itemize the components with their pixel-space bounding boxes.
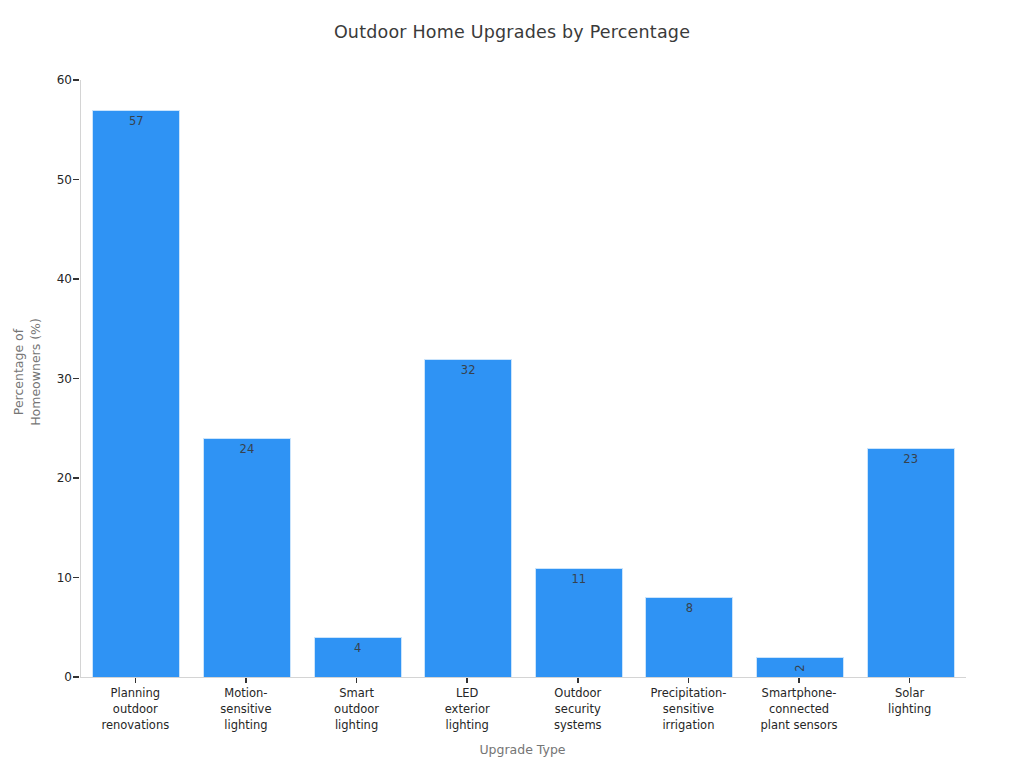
y-tick-mark xyxy=(73,577,79,578)
bars-container: 57 24 4 32 11 8 2 23 xyxy=(81,80,966,677)
bar: 57 xyxy=(92,110,180,677)
y-tick-label: 50 xyxy=(12,172,72,188)
y-tick-label: 40 xyxy=(12,271,72,287)
bar: 24 xyxy=(203,438,291,677)
y-tick-mark xyxy=(73,79,79,80)
bar-slot: 23 xyxy=(855,80,966,677)
x-axis-title: Upgrade Type xyxy=(80,742,965,757)
bar-chart-figure: Outdoor Home Upgrades by Percentage Perc… xyxy=(0,0,1024,768)
x-tick-mark xyxy=(798,678,800,683)
bar-value-label: 2 xyxy=(793,664,807,671)
bar: 4 xyxy=(314,637,402,677)
bar-slot: 2 xyxy=(745,80,856,677)
bar-slot: 8 xyxy=(634,80,745,677)
bar: 8 xyxy=(645,597,733,677)
x-tick-mark xyxy=(909,678,911,683)
y-tick-mark xyxy=(73,378,79,379)
plot-area: 57 24 4 32 11 8 2 23 xyxy=(80,80,966,678)
bar-value-label: 57 xyxy=(93,114,179,128)
bar-value-label: 4 xyxy=(315,641,401,655)
y-tick-label: 20 xyxy=(12,470,72,486)
x-tick-label: LED exterior lighting xyxy=(412,685,523,734)
x-tick-mark xyxy=(688,678,690,683)
chart-title: Outdoor Home Upgrades by Percentage xyxy=(0,22,1024,42)
y-tick-label: 0 xyxy=(12,669,72,685)
bar-slot: 24 xyxy=(192,80,303,677)
x-tick-mark xyxy=(245,678,247,683)
x-tick-mark xyxy=(135,678,137,683)
y-tick-mark xyxy=(73,278,79,279)
bar-slot: 11 xyxy=(524,80,635,677)
bar: 32 xyxy=(424,359,512,677)
x-tick-mark xyxy=(466,678,468,683)
x-tick-label: Motion- sensitive lighting xyxy=(191,685,302,734)
bar-value-label: 24 xyxy=(204,442,290,456)
x-tick-label: Smartphone- connected plant sensors xyxy=(744,685,855,734)
x-tick-mark xyxy=(356,678,358,683)
y-tick-label: 10 xyxy=(12,570,72,586)
bar: 2 xyxy=(756,657,844,677)
x-tick-mark xyxy=(577,678,579,683)
y-tick-mark xyxy=(73,676,79,677)
bar-value-label: 11 xyxy=(536,572,622,586)
y-tick-label: 60 xyxy=(12,72,72,88)
bar-value-label: 32 xyxy=(425,363,511,377)
bar-value-label: 8 xyxy=(646,601,732,615)
y-tick-label: 30 xyxy=(12,371,72,387)
bar-slot: 4 xyxy=(302,80,413,677)
bar-slot: 32 xyxy=(413,80,524,677)
x-tick-label: Planning outdoor renovations xyxy=(80,685,191,734)
bar-slot: 57 xyxy=(81,80,192,677)
y-tick-mark xyxy=(73,179,79,180)
bar: 11 xyxy=(535,568,623,677)
x-tick-labels: Planning outdoor renovationsMotion- sens… xyxy=(80,685,965,734)
x-tick-label: Smart outdoor lighting xyxy=(301,685,412,734)
bar-value-label: 23 xyxy=(868,452,954,466)
x-tick-label: Precipitation- sensitive irrigation xyxy=(633,685,744,734)
x-tick-label: Solar lighting xyxy=(854,685,965,734)
y-tick-mark xyxy=(73,477,79,478)
bar: 23 xyxy=(867,448,955,677)
x-tick-label: Outdoor security systems xyxy=(523,685,634,734)
